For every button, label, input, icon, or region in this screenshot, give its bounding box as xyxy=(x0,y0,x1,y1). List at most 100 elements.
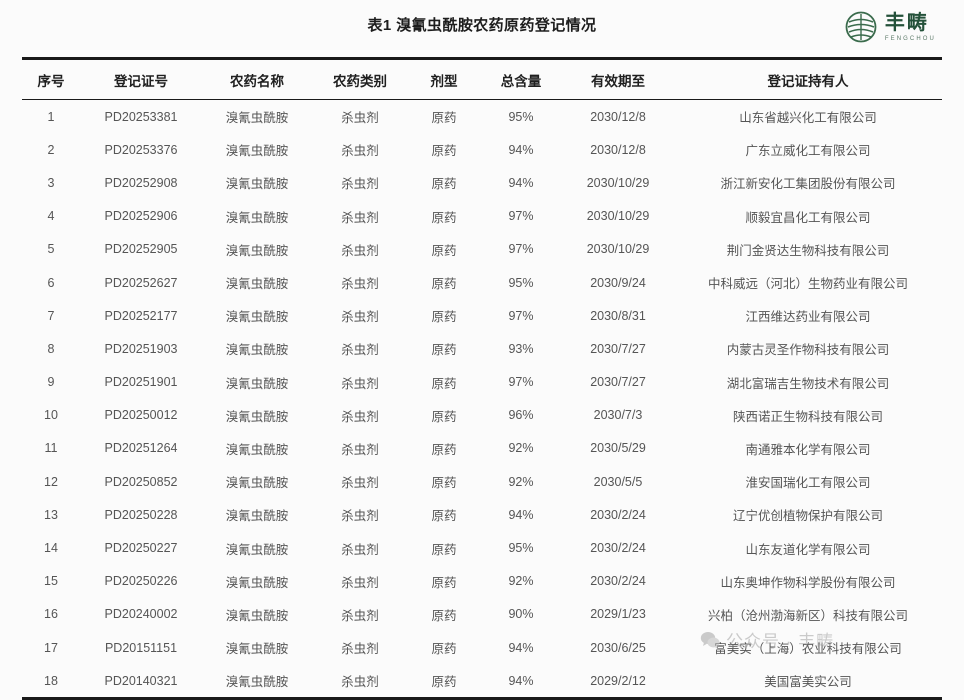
cell-form: 原药 xyxy=(431,608,457,623)
cell-content: 96% xyxy=(508,408,534,423)
table-row: 14 PD20250227 溴氰虫酰胺 杀虫剂 原药 95% 2030/2/24 山东友道化学… xyxy=(22,531,942,564)
brand-name-cn: 丰畴 xyxy=(884,11,929,34)
cell-holder: 山东友道化学有限公司 xyxy=(745,542,871,557)
table-row: 16 PD20240002 溴氰虫酰胺 杀虫剂 原药 90% 2029/1/23 兴柏（沧州渤… xyxy=(22,598,942,631)
cell-holder: 荆门金贤达生物科技有限公司 xyxy=(726,243,890,258)
cell-content: 95% xyxy=(508,275,534,290)
cell-expiry: 2030/2/24 xyxy=(590,507,646,522)
cell-reg-no: PD20250226 xyxy=(104,574,178,589)
table-header: 序号 登记证号 农药名称 农药类别 剂型 总含量 有效期至 登记证持有人 xyxy=(22,58,942,100)
table-row: 1 PD20253381 溴氰虫酰胺 杀虫剂 原药 95% 2030/12/8 山东省越兴化工… xyxy=(22,100,942,134)
cell-expiry: 2030/7/3 xyxy=(593,408,643,423)
table-row: 15 PD20250226 溴氰虫酰胺 杀虫剂 原药 92% 2030/2/24 山东奥坤作物… xyxy=(22,565,942,598)
cell-form: 原药 xyxy=(431,442,457,457)
cell-category: 杀虫剂 xyxy=(341,442,379,457)
cell-index: 7 xyxy=(47,308,55,323)
table-row: 8 PD20251903 溴氰虫酰胺 杀虫剂 原药 93% 2030/7/27 内蒙古灵圣作物… xyxy=(22,332,942,365)
cell-content: 97% xyxy=(508,242,534,257)
cell-category: 杀虫剂 xyxy=(341,210,379,225)
cell-product: 溴氰虫酰胺 xyxy=(225,542,289,557)
cell-content: 90% xyxy=(508,607,534,622)
cell-expiry: 2029/1/23 xyxy=(590,607,646,622)
cell-expiry: 2030/12/8 xyxy=(590,142,646,157)
cell-reg-no: PD20140321 xyxy=(104,673,178,688)
table-row: 7 PD20252177 溴氰虫酰胺 杀虫剂 原药 97% 2030/8/31 江西维达药业有… xyxy=(22,299,942,332)
cell-product: 溴氰虫酰胺 xyxy=(225,642,289,657)
table-body: 1 PD20253381 溴氰虫酰胺 杀虫剂 原药 95% 2030/12/8 山东省越兴化工… xyxy=(22,100,942,699)
cell-content: 94% xyxy=(508,673,534,688)
cell-category: 杀虫剂 xyxy=(341,542,379,557)
cell-content: 92% xyxy=(508,441,534,456)
cell-holder: 山东省越兴化工有限公司 xyxy=(739,111,877,126)
cell-product: 溴氰虫酰胺 xyxy=(225,343,289,358)
cell-reg-no: PD20250012 xyxy=(104,408,178,423)
cell-content: 92% xyxy=(508,474,534,489)
cell-form: 原药 xyxy=(431,343,457,358)
cell-reg-no: PD20251903 xyxy=(104,341,178,356)
cell-category: 杀虫剂 xyxy=(341,277,379,292)
cell-holder: 内蒙古灵圣作物科技有限公司 xyxy=(726,343,890,358)
cell-product: 溴氰虫酰胺 xyxy=(225,376,289,391)
cell-expiry: 2030/8/31 xyxy=(590,308,646,323)
cell-reg-no: PD20250228 xyxy=(104,507,178,522)
cell-holder: 美国富美实公司 xyxy=(764,675,852,690)
table-row: 4 PD20252906 溴氰虫酰胺 杀虫剂 原药 97% 2030/10/29 顺毅宜昌化工… xyxy=(22,200,942,233)
cell-holder: 浙江新安化工集团股份有限公司 xyxy=(720,177,896,192)
cell-category: 杀虫剂 xyxy=(341,476,379,491)
cell-reg-no: PD20253381 xyxy=(104,109,178,124)
cell-category: 杀虫剂 xyxy=(341,343,379,358)
table-row: 10 PD20250012 溴氰虫酰胺 杀虫剂 原药 96% 2030/7/3 陕西诺正生物科… xyxy=(22,399,942,432)
cell-category: 杀虫剂 xyxy=(341,575,379,590)
cell-form: 原药 xyxy=(431,277,457,292)
cell-content: 97% xyxy=(508,209,534,224)
cell-expiry: 2030/7/27 xyxy=(590,375,646,390)
document-header: 表1 溴氰虫酰胺农药原药登记情况 丰畴 FENGCHOU xyxy=(0,0,964,56)
cell-expiry: 2030/2/24 xyxy=(590,541,646,556)
cell-index: 18 xyxy=(44,673,58,688)
cell-content: 94% xyxy=(508,175,534,190)
cell-category: 杀虫剂 xyxy=(341,509,379,524)
cell-holder: 山东奥坤作物科学股份有限公司 xyxy=(720,575,896,590)
cell-category: 杀虫剂 xyxy=(341,144,379,159)
cell-index: 3 xyxy=(47,175,55,190)
column-header-category: 农药类别 xyxy=(333,74,387,89)
cell-form: 原药 xyxy=(431,409,457,424)
cell-index: 9 xyxy=(47,375,55,390)
cell-reg-no: PD20252908 xyxy=(104,175,178,190)
cell-product: 溴氰虫酰胺 xyxy=(225,277,289,292)
column-header-holder: 登记证持有人 xyxy=(767,74,849,89)
cell-product: 溴氰虫酰胺 xyxy=(225,310,289,325)
cell-holder: 南通雅本化学有限公司 xyxy=(745,442,871,457)
brand-name-en: FENGCHOU xyxy=(884,35,936,42)
cell-form: 原药 xyxy=(431,642,457,657)
cell-form: 原药 xyxy=(431,310,457,325)
cell-holder: 富美实（上海）农业科技有限公司 xyxy=(714,642,902,657)
cell-holder: 陕西诺正生物科技有限公司 xyxy=(732,409,883,424)
cell-index: 17 xyxy=(44,640,58,655)
table-row: 13 PD20250228 溴氰虫酰胺 杀虫剂 原药 94% 2030/2/24 辽宁优创植物… xyxy=(22,498,942,531)
cell-form: 原药 xyxy=(431,210,457,225)
brand-text: 丰畴 FENGCHOU xyxy=(885,13,936,42)
cell-expiry: 2030/12/8 xyxy=(590,109,646,124)
cell-category: 杀虫剂 xyxy=(341,642,379,657)
cell-reg-no: PD20250227 xyxy=(104,541,178,556)
cell-product: 溴氰虫酰胺 xyxy=(225,608,289,623)
cell-expiry: 2030/10/29 xyxy=(586,175,650,190)
cell-form: 原药 xyxy=(431,675,457,690)
cell-index: 4 xyxy=(47,209,55,224)
cell-content: 92% xyxy=(508,574,534,589)
cell-form: 原药 xyxy=(431,111,457,126)
column-header-product: 农药名称 xyxy=(230,74,284,89)
table-row: 17 PD20151151 溴氰虫酰胺 杀虫剂 原药 94% 2030/6/25 富美实（上海… xyxy=(22,631,942,664)
cell-holder: 江西维达药业有限公司 xyxy=(745,310,871,325)
cell-reg-no: PD20252627 xyxy=(104,275,178,290)
cell-holder: 顺毅宜昌化工有限公司 xyxy=(745,210,871,225)
cell-category: 杀虫剂 xyxy=(341,111,379,126)
cell-product: 溴氰虫酰胺 xyxy=(225,575,289,590)
table-row: 5 PD20252905 溴氰虫酰胺 杀虫剂 原药 97% 2030/10/29 荆门金贤达生… xyxy=(22,233,942,266)
table-row: 3 PD20252908 溴氰虫酰胺 杀虫剂 原药 94% 2030/10/29 浙江新安化工… xyxy=(22,166,942,199)
table-header-row: 序号 登记证号 农药名称 农药类别 剂型 总含量 有效期至 登记证持有人 xyxy=(22,58,942,100)
cell-product: 溴氰虫酰胺 xyxy=(225,243,289,258)
column-header-content: 总含量 xyxy=(500,74,542,89)
cell-reg-no: PD20252905 xyxy=(104,242,178,257)
